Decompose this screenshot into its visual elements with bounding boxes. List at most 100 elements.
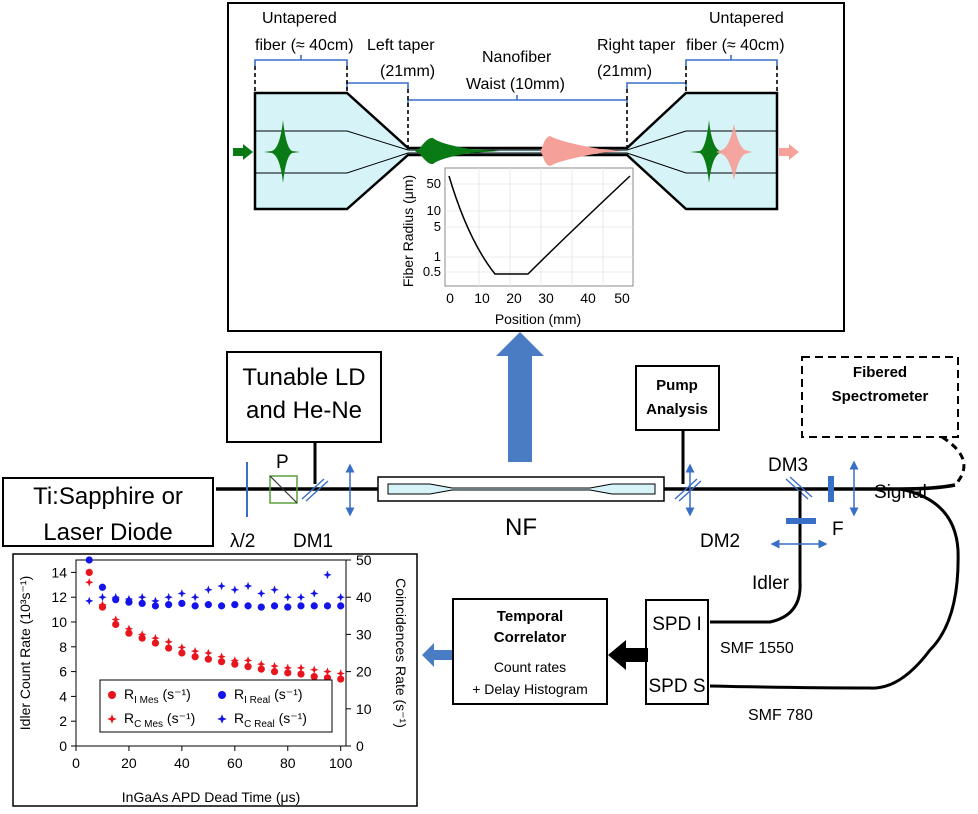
signal-label: Signal	[874, 482, 927, 503]
data-point-3	[323, 570, 332, 580]
data-point-1	[231, 601, 239, 609]
y2-tick-label: 20	[356, 664, 372, 680]
data-point-3	[190, 593, 200, 602]
data-point-3	[310, 589, 319, 598]
legend-marker	[107, 714, 117, 724]
correlator-title-line2: Correlator	[494, 629, 567, 646]
nanofiber-line1: Nanofiber	[482, 49, 552, 66]
smf1550-label: SMF 1550	[720, 640, 794, 657]
data-point-0	[217, 658, 226, 666]
data-point-3	[85, 596, 94, 606]
data-point-1	[191, 602, 199, 610]
x-tick-label: 40	[174, 755, 190, 771]
dimension-brackets	[254, 55, 778, 106]
data-point-3	[204, 585, 213, 594]
data-point-2	[310, 665, 319, 674]
tunable-line2: and He-Ne	[246, 397, 362, 424]
idler-filter	[786, 518, 816, 524]
data-point-0	[257, 665, 265, 673]
dichroic-mirror-2	[674, 478, 702, 502]
y-tick-label: 10	[51, 614, 67, 630]
radius-inset-chart: 50 10 5 1 0.5 0 10 20 30 40 50 Position …	[400, 167, 634, 327]
data-point-0	[284, 669, 292, 677]
tapered-fiber-body	[253, 91, 779, 211]
x-tick-label: 60	[227, 755, 243, 771]
input-arrow	[233, 144, 253, 160]
y-tick-label: 14	[51, 564, 67, 580]
pump-analysis-line1: Pump	[656, 377, 698, 394]
right-taper-line2: (21mm)	[597, 63, 652, 80]
pump-analysis-box	[635, 365, 720, 431]
data-point-2	[164, 637, 173, 647]
inset-ytick: 0.5	[423, 264, 441, 279]
data-point-2	[283, 663, 292, 673]
filter-label: F	[832, 519, 844, 540]
data-point-2	[137, 630, 147, 639]
data-point-2	[336, 669, 345, 678]
data-point-2	[111, 615, 120, 624]
radius-profile-curve	[448, 175, 631, 275]
data-point-1	[178, 599, 186, 608]
legend-entry: RI Real (s⁻¹)	[234, 686, 303, 706]
data-point-3	[124, 594, 134, 604]
polarizer-label: P	[276, 452, 289, 473]
data-point-1	[204, 601, 212, 609]
pump-analysis-line2: Analysis	[646, 401, 708, 418]
data-point-2	[98, 600, 107, 609]
x-tick-label: 100	[329, 755, 353, 771]
inset-xtick: 50	[614, 290, 630, 306]
y2-tick-label: 50	[356, 552, 372, 568]
data-point-0	[191, 653, 199, 661]
data-point-0	[244, 663, 252, 671]
data-point-2	[217, 652, 226, 661]
section-dividers	[254, 66, 778, 150]
inset-ytick: 50	[427, 176, 441, 191]
polarizer	[269, 475, 298, 504]
pump-pulses	[264, 120, 730, 183]
dichroic-mirror-1	[301, 478, 329, 502]
data-point-2	[85, 578, 94, 587]
data-point-0	[204, 655, 212, 663]
data-point-1	[337, 602, 345, 610]
dm1-label: DM1	[293, 531, 333, 552]
data-point-3	[243, 581, 253, 591]
spd-to-correlator-arrow	[608, 640, 626, 670]
inset-xlabel: Position (mm)	[495, 311, 581, 327]
data-point-2	[177, 643, 187, 652]
chart-xlabel: InGaAs APD Dead Time (μs)	[122, 789, 300, 805]
untapered-left-line1: Untapered	[262, 10, 337, 27]
source-label-line2: Laser Diode	[43, 519, 172, 546]
y-tick-label: 2	[59, 713, 67, 729]
spd-i-label: SPD I	[652, 614, 702, 635]
chart-y2label: Coincidences Rate (s⁻¹)	[393, 578, 409, 728]
optical-setup: Ti:Sapphire or Laser Diode λ/2 P Tunable…	[2, 351, 966, 724]
legend-marker	[108, 691, 116, 699]
data-point-3	[151, 596, 160, 606]
idler-fiber	[710, 581, 802, 624]
data-point-2	[323, 667, 332, 676]
data-point-1	[323, 602, 332, 610]
untapered-right-line1: Untapered	[709, 10, 784, 27]
data-point-0	[125, 629, 133, 637]
legend-entry: RI Mes (s⁻¹)	[124, 686, 191, 706]
data-point-3	[296, 593, 306, 602]
inset-xtick: 10	[474, 290, 490, 306]
inset-xtick: 20	[506, 290, 522, 306]
source-box	[2, 477, 214, 547]
chart-ylabel: Idler Count Rate (10³s⁻¹)	[17, 576, 33, 730]
data-point-0	[310, 672, 318, 681]
nanofiber-line2: Waist (10mm)	[466, 76, 565, 93]
spectrometer-fiber	[941, 435, 966, 487]
source-label-line1: Ti:Sapphire or	[33, 483, 183, 510]
data-point-3	[336, 593, 345, 602]
data-point-1	[310, 602, 318, 610]
untapered-left-line2: fiber (≈ 40cm)	[255, 37, 354, 54]
spectrometer-line2: Spectrometer	[832, 388, 929, 405]
data-point-2	[296, 663, 306, 673]
idler-label: Idler	[752, 573, 790, 594]
data-point-1	[244, 602, 252, 610]
correlator-text-line2: + Delay Histogram	[472, 681, 588, 697]
